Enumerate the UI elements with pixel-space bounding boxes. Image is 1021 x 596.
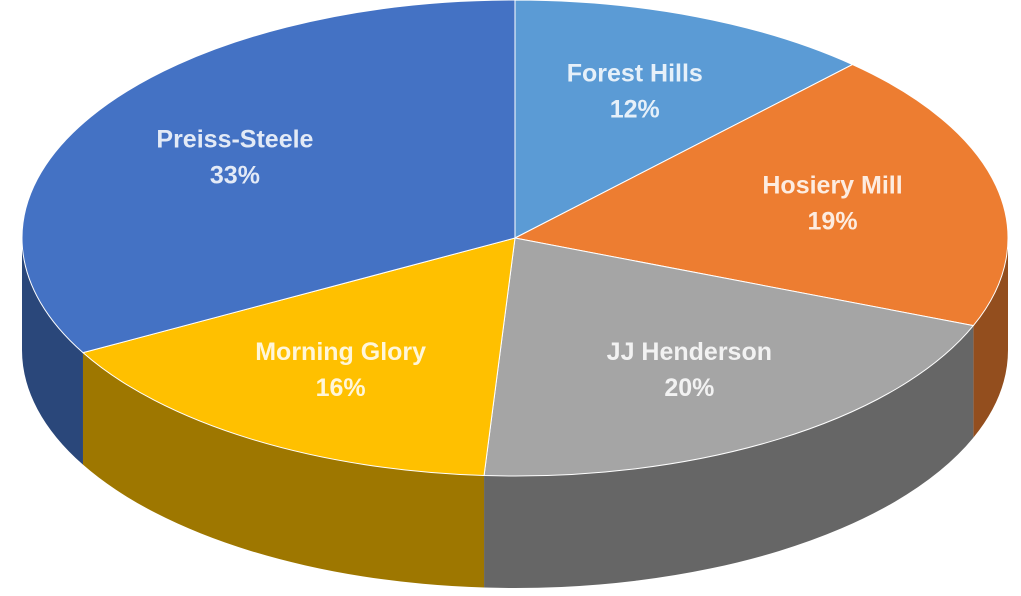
slice-value-label: 16% xyxy=(316,374,366,402)
slice-value-label: 19% xyxy=(808,207,858,235)
slice xyxy=(81,237,516,477)
slice-side xyxy=(484,325,974,588)
slice-category-label: Morning Glory xyxy=(255,338,426,366)
slice-side xyxy=(82,352,485,588)
slice xyxy=(513,63,1009,327)
slice-value-label: 33% xyxy=(210,162,260,190)
slice-value-label: 20% xyxy=(664,374,714,402)
slice-category-label: Preiss-Steele xyxy=(156,126,313,154)
slice-value-label: 12% xyxy=(610,96,660,124)
slice-category-label: JJ Henderson xyxy=(607,338,772,366)
slice xyxy=(514,0,854,239)
slice-category-label: Forest Hills xyxy=(567,60,703,88)
slice xyxy=(21,0,516,354)
slice-category-label: Hosiery Mill xyxy=(762,171,902,199)
slice-side xyxy=(973,238,1008,438)
slice-side xyxy=(22,238,83,465)
slice xyxy=(483,237,975,477)
